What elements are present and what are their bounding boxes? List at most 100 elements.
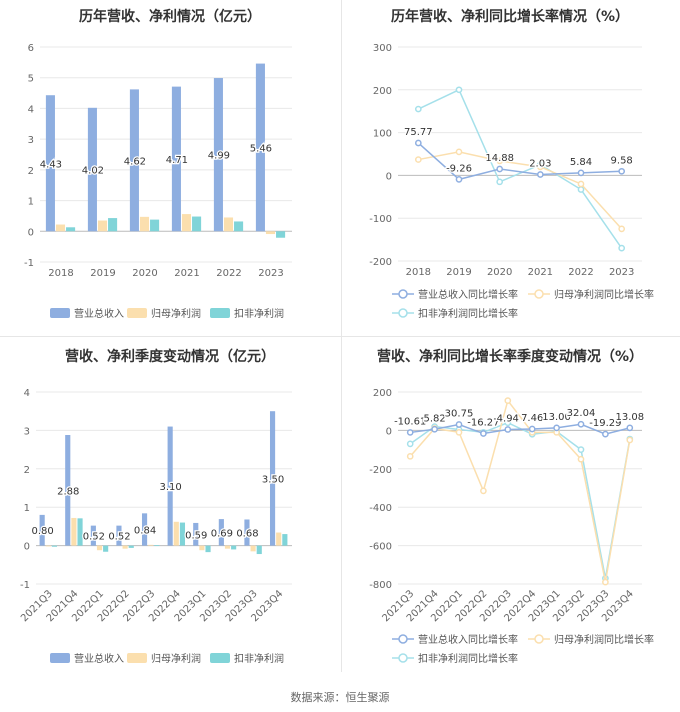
chart2-point — [455, 176, 463, 183]
chart2-point — [414, 139, 422, 147]
chart2-data-label: 2.03 — [529, 159, 551, 170]
chart3-bar-parent-profit — [71, 517, 77, 546]
chart3-bar-deducted-profit — [179, 522, 186, 546]
chart4-point — [602, 578, 609, 586]
chart3-bar-parent-profit — [45, 545, 51, 547]
chart3-bar-deducted-profit — [256, 545, 262, 555]
chart1-x-tick-label: 2021 — [174, 268, 199, 279]
chart2-x-tick-label: 2020 — [487, 267, 512, 278]
chart3-bar-deducted-profit — [154, 545, 160, 547]
chart2-point — [455, 86, 463, 94]
chart3-data-label: 0.52 — [108, 532, 130, 543]
chart2-point — [577, 186, 585, 193]
chart3-legend-label: 营业总收入 — [74, 652, 124, 665]
chart3-bar-parent-profit — [148, 544, 154, 546]
chart3-bar-revenue — [90, 525, 96, 546]
chart4-series-line-parent — [409, 398, 631, 583]
chart4-point — [553, 424, 560, 432]
chart3-legend-swatch — [50, 653, 70, 663]
chart2-point — [455, 148, 463, 156]
chart4-series-line-revenue — [410, 423, 630, 435]
chart3-bar-revenue — [65, 435, 71, 546]
chart1-y-tick-label: -1 — [24, 258, 34, 269]
chart3-y-tick-label: 4 — [24, 388, 30, 399]
horizontal-divider — [0, 336, 680, 337]
chart1-bar-revenue — [45, 95, 55, 232]
chart4-legend-marker — [398, 653, 408, 663]
chart2-data-label: 14.88 — [485, 153, 514, 164]
chart1-legend-swatch — [210, 308, 230, 318]
chart2-point — [618, 225, 626, 233]
chart4-data-label: 7.46 — [521, 413, 543, 424]
chart4-y-tick-label: -800 — [369, 580, 392, 591]
chart4-data-label: 13.08 — [615, 412, 644, 423]
chart3-bar-revenue — [244, 519, 250, 546]
chart2-x-tick-label: 2018 — [406, 267, 431, 278]
chart1-bar-deducted-profit — [234, 221, 244, 232]
chart1-bar-revenue — [129, 89, 139, 232]
chart2-x-tick-label: 2023 — [609, 267, 634, 278]
chart1-y-tick-label: 4 — [28, 104, 34, 115]
chart3-data-label: 0.69 — [211, 528, 233, 539]
chart2-data-label: -9.26 — [446, 163, 472, 174]
chart2-point — [536, 163, 544, 171]
chart1-x-tick-label: 2018 — [48, 268, 73, 279]
chart3-bar-revenue — [39, 514, 45, 546]
chart4-y-tick-label: -200 — [369, 465, 392, 476]
chart1-y-tick-label: 2 — [28, 166, 34, 177]
chart3-bar-parent-profit — [199, 545, 205, 551]
chart1-legend-swatch — [127, 308, 147, 318]
chart4-point — [455, 428, 463, 436]
chart3-bar-revenue — [116, 525, 122, 546]
chart3-bar-deducted-profit — [77, 518, 83, 546]
chart3-legend-label: 归母净利润 — [151, 652, 201, 665]
chart1-legend-label: 扣非净利润 — [234, 307, 284, 320]
chart1-data-label: 4.99 — [208, 151, 230, 162]
chart3-bar-revenue — [269, 411, 276, 546]
chart1-y-tick-label: 6 — [28, 43, 34, 54]
chart2-point — [536, 171, 544, 178]
chart3-bar-parent-profit — [250, 545, 256, 552]
chart1-x-tick-label: 2019 — [90, 268, 115, 279]
chart2-point — [577, 180, 585, 188]
chart1-bar-revenue — [171, 86, 181, 232]
chart2-point — [618, 244, 626, 252]
chart3-y-tick-label: 2 — [24, 465, 30, 476]
chart3-bar-deducted-profit — [103, 545, 109, 552]
chart4-legend-label: 归母净利润同比增长率 — [554, 633, 654, 646]
chart1-bar-parent-profit — [265, 231, 276, 235]
chart1-legend-swatch — [50, 308, 70, 318]
chart1-bar-deducted-profit — [192, 216, 202, 232]
chart1-y-tick-label: 1 — [28, 197, 34, 208]
chart4-legend-marker — [534, 634, 544, 644]
chart3-bar-deducted-profit — [51, 545, 58, 547]
chart4-point — [602, 430, 609, 438]
chart2-x-tick-label: 2019 — [446, 267, 471, 278]
chart4-point — [406, 429, 414, 436]
chart4-point — [480, 430, 487, 437]
chart2-point — [618, 167, 626, 175]
chart2-data-label: 9.58 — [611, 155, 633, 166]
chart3-title: 营收、净利季度变动情况（亿元） — [65, 349, 275, 365]
chart1-y-tick-label: 0 — [28, 227, 34, 238]
chart1-data-label: 4.71 — [166, 155, 188, 166]
chart3-legend-swatch — [210, 653, 230, 663]
chart3-data-label: 0.80 — [32, 526, 54, 537]
chart1-x-tick-label: 2023 — [258, 268, 283, 279]
chart2-y-tick-label: -200 — [369, 257, 392, 268]
chart1-title: 历年营收、净利情况（亿元） — [79, 9, 261, 25]
chart4-y-tick-label: -400 — [369, 503, 392, 514]
chart2-data-label: 5.84 — [570, 157, 592, 168]
chart4-data-label: 4.94 — [497, 413, 519, 424]
chart1-y-tick-label: 3 — [28, 135, 34, 146]
chart4-data-label: 13.00 — [542, 412, 571, 423]
chart2-y-tick-label: 200 — [373, 86, 392, 97]
chart3-legend-label: 扣非净利润 — [234, 652, 284, 665]
chart4-point — [528, 425, 536, 433]
chart3-y-tick-label: 0 — [24, 542, 30, 553]
source-note: 数据来源：恒生聚源 — [290, 691, 390, 704]
chart4-legend-marker — [398, 634, 408, 644]
chart4-point — [455, 421, 463, 428]
chart3-bar-parent-profit — [173, 521, 179, 546]
